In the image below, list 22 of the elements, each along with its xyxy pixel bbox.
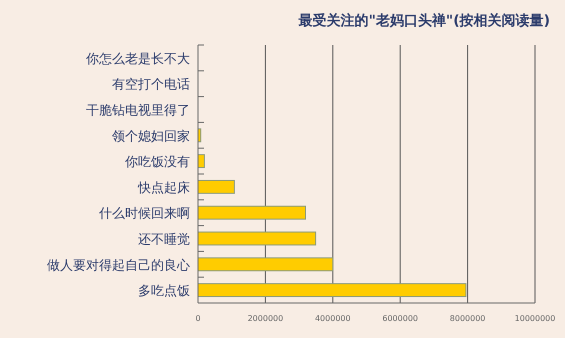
y-tick-label: 做人要对得起自己的良心 (47, 257, 190, 274)
y-tick-label: 多吃点饭 (138, 284, 190, 300)
y-tick-label: 什么时候回来啊 (98, 206, 190, 222)
y-tick-label: 有空打个电话 (112, 78, 190, 93)
chart-title: 最受关注的"老妈口头禅"(按相关阅读量) (298, 12, 550, 29)
y-tick-label: 你吃饭没有 (124, 155, 190, 170)
x-tick-label: 8000000 (450, 314, 486, 323)
x-tick-label: 10000000 (514, 314, 556, 323)
bar (198, 283, 466, 298)
x-tick-label: 0 (195, 314, 201, 323)
x-tick-label: 4000000 (314, 314, 351, 323)
x-tick-label: 2000000 (248, 314, 284, 323)
bar (198, 180, 235, 194)
y-tick-label: 干脆钻电视里得了 (86, 104, 190, 118)
bar (198, 232, 316, 246)
bar (198, 257, 334, 272)
y-tick-label: 你怎么老是长不大 (85, 52, 190, 67)
y-tick-label: 还不睡觉 (138, 232, 190, 248)
x-tick-label: 6000000 (382, 314, 418, 323)
bar (198, 206, 306, 220)
y-tick-label: 快点起床 (137, 180, 190, 196)
y-tick-label: 领个媳妇回家 (112, 128, 190, 144)
